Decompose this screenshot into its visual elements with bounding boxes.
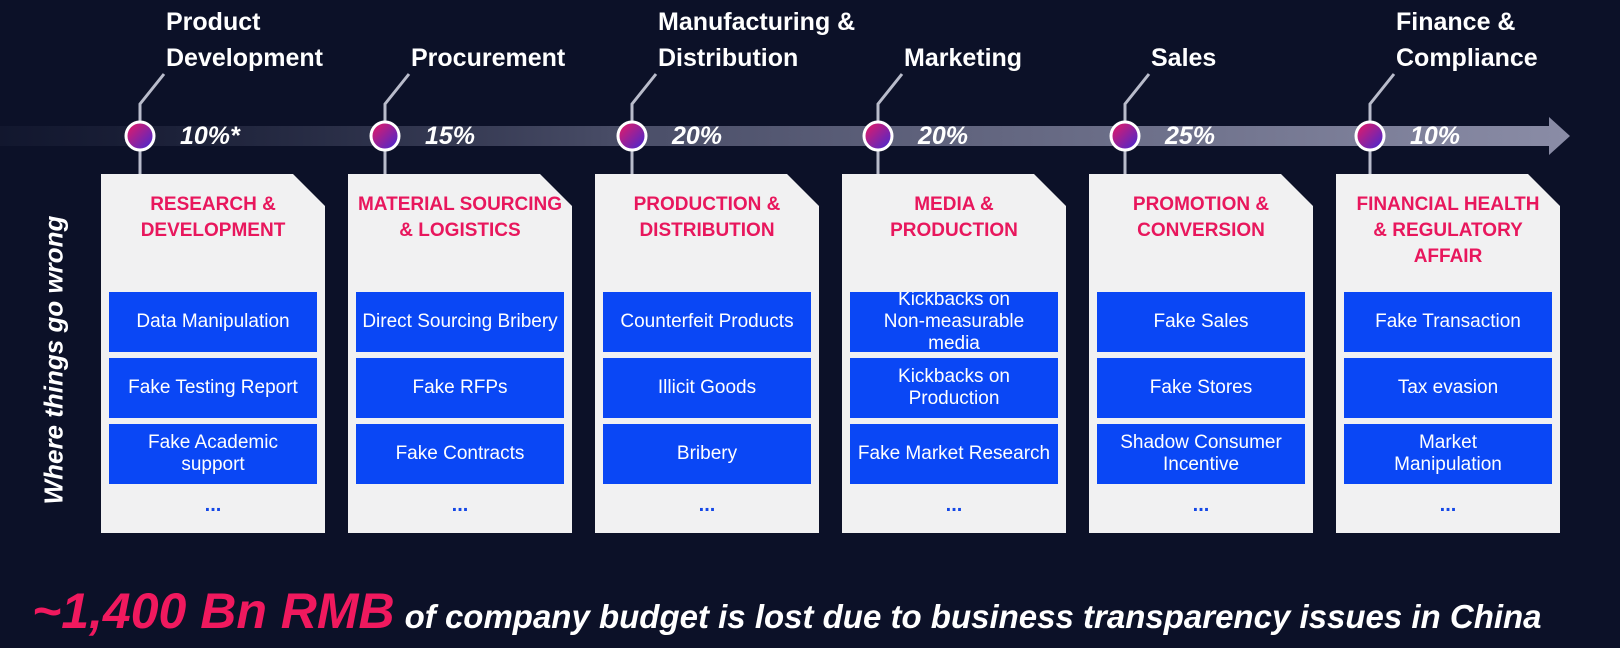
stage-marker <box>862 120 894 152</box>
issue-box: Shadow Consumer Incentive <box>1097 424 1305 484</box>
card-title: MEDIA & PRODUCTION <box>890 194 1018 241</box>
more-indicator: ... <box>451 494 469 516</box>
card-title: FINANCIAL HEALTH & REGULATORY AFFAIR <box>1356 194 1540 267</box>
stage-marker <box>369 120 401 152</box>
issue-box: Fake Stores <box>1097 358 1305 418</box>
side-label: Where things go wrong <box>38 215 69 505</box>
stage-card: FINANCIAL HEALTH & REGULATORY AFFAIR Fake… <box>1336 174 1560 533</box>
issue-box: Kickbacks on Production <box>850 358 1058 418</box>
card-title: PROMOTION & CONVERSION <box>1132 194 1270 241</box>
issue-box: Data Manipulation <box>109 292 317 352</box>
more-indicator: ... <box>945 494 963 516</box>
card-title: PRODUCTION & DISTRIBUTION <box>633 194 781 241</box>
stage-percentage: 20% <box>918 122 969 150</box>
more-indicator: ... <box>1192 494 1210 516</box>
footer-text: of company budget is lost due to busines… <box>404 598 1542 635</box>
issue-box: Illicit Goods <box>603 358 811 418</box>
stage-title: Finance & Compliance <box>1396 8 1538 72</box>
issue-box: Fake Testing Report <box>109 358 317 418</box>
issue-box: Market Manipulation <box>1344 424 1552 484</box>
stage-card: PROMOTION & CONVERSION Fake Sales Fake Sto… <box>1089 174 1313 533</box>
stage-title: Sales <box>1151 44 1217 72</box>
issue-box: Fake RFPs <box>356 358 564 418</box>
more-indicator: ... <box>204 494 222 516</box>
stage-title: Procurement <box>411 44 566 72</box>
more-indicator: ... <box>698 494 716 516</box>
loss-figure: ~1,400 Bn RMB <box>32 583 395 639</box>
issue-box: Bribery <box>603 424 811 484</box>
issue-box: Fake Transaction <box>1344 292 1552 352</box>
issue-box: Fake Sales <box>1097 292 1305 352</box>
issue-box: Fake Academic support <box>109 424 317 484</box>
card-title: MATERIAL SOURCING & LOGISTICS <box>357 194 563 241</box>
stage-title: Marketing <box>904 44 1023 72</box>
stage-percentage: 20% <box>672 122 723 150</box>
more-indicator: ... <box>1439 494 1457 516</box>
issue-box: Direct Sourcing Bribery <box>356 292 564 352</box>
stage-title: Product Development <box>166 8 323 72</box>
stage-card: RESEARCH & DEVELOPMENT Data Manipulation F… <box>101 174 325 533</box>
stage-percentage: 10% <box>1410 122 1461 150</box>
stage-title: Manufacturing & Distribution <box>658 8 856 72</box>
issue-box: Kickbacks on Non-measurable media <box>850 292 1058 352</box>
stage-marker <box>1109 120 1141 152</box>
footer-statement: ~1,400 Bn RMB of company budget is lost d… <box>32 582 1542 640</box>
stage-card: MATERIAL SOURCING & LOGISTICS Direct Sour… <box>348 174 572 533</box>
stage-percentage: 25% <box>1165 122 1216 150</box>
issue-box: Fake Market Research <box>850 424 1058 484</box>
stage-card: MEDIA & PRODUCTION Kickbacks on Non-measu… <box>842 174 1066 533</box>
stage-marker <box>124 120 156 152</box>
stage-card: PRODUCTION & DISTRIBUTION Counterfeit Pro… <box>595 174 819 533</box>
stage-marker <box>1354 120 1386 152</box>
stage-marker <box>616 120 648 152</box>
stage-percentage: 15% <box>425 122 476 150</box>
issue-box: Counterfeit Products <box>603 292 811 352</box>
stage-percentage: 10%* <box>180 122 240 150</box>
card-title: RESEARCH & DEVELOPMENT <box>140 194 286 241</box>
issue-box: Fake Contracts <box>356 424 564 484</box>
issue-box: Tax evasion <box>1344 358 1552 418</box>
